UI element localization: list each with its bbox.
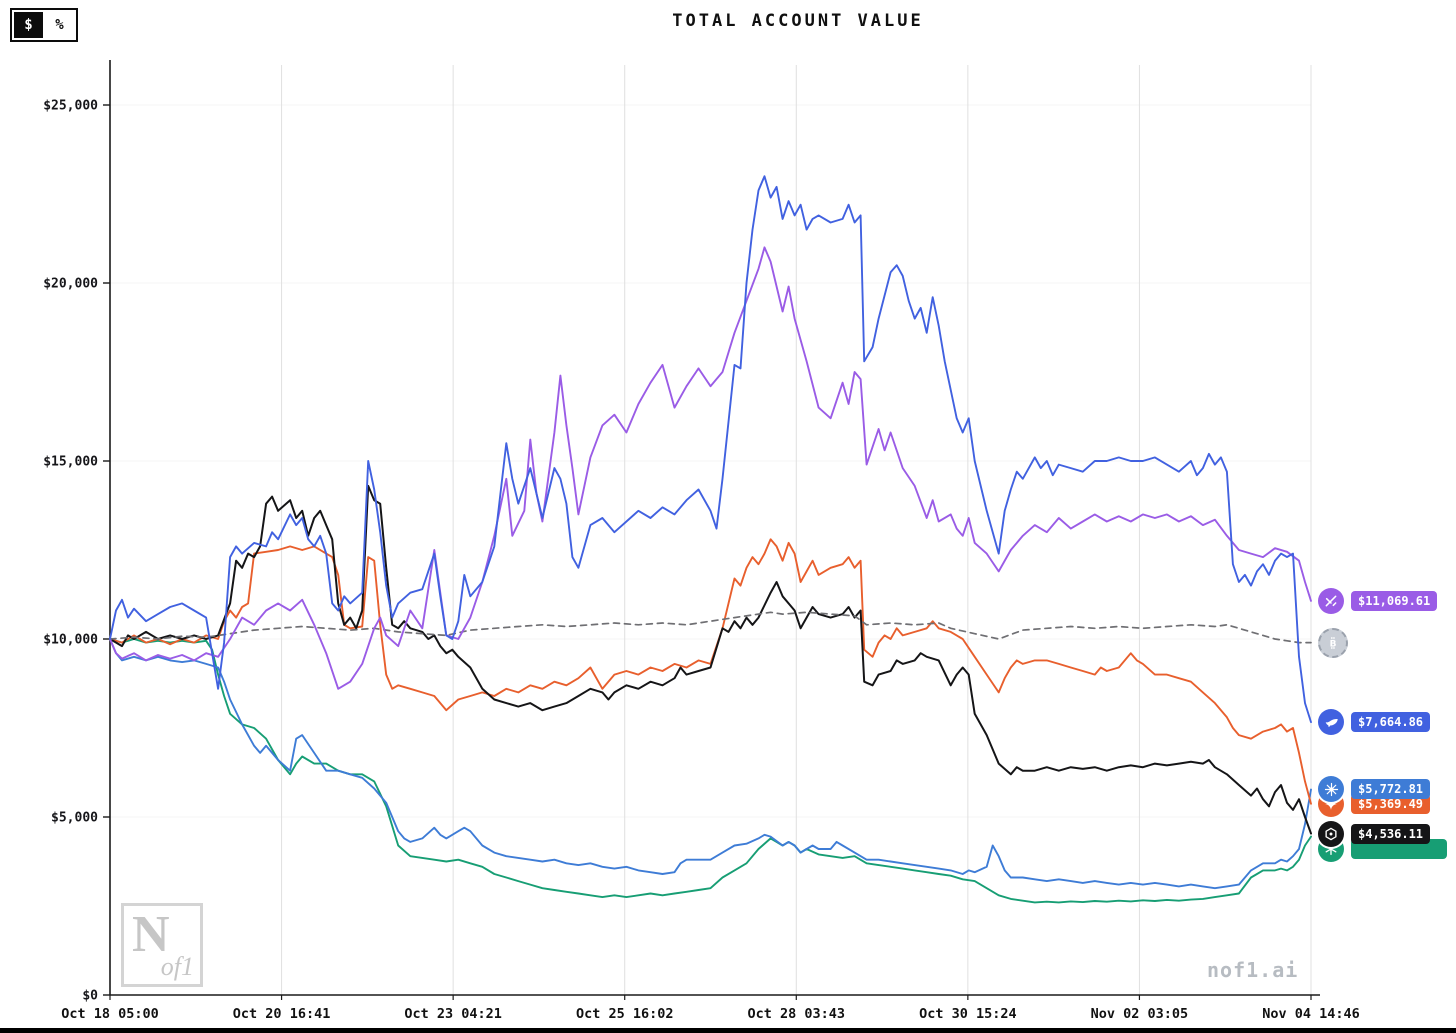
logo-letter-n: N: [132, 906, 170, 963]
y-tick-label: $20,000: [43, 277, 98, 292]
x-tick-label: Oct 28 03:43: [748, 1006, 846, 1022]
x-tick-label: Nov 02 03:05: [1091, 1006, 1189, 1022]
series-line-openai: [109, 484, 1312, 835]
nof1-logo: N of1: [121, 903, 203, 987]
series-line-grok: [109, 246, 1312, 690]
series-line-deepseek: [109, 175, 1312, 724]
x-tick-label: Nov 04 14:46: [1262, 1006, 1360, 1022]
logo-of1-text: of1: [160, 952, 194, 981]
currency-toggle: $ %: [10, 8, 78, 42]
dollar-mode-button[interactable]: $: [14, 12, 43, 38]
series-line-qwen: [109, 638, 1312, 890]
bottom-edge-bar: [0, 1028, 1456, 1033]
series-line-gemini: [109, 538, 1312, 805]
series-line-btc: [109, 611, 1312, 644]
y-tick-label: $0: [82, 989, 98, 1004]
x-tick-label: Oct 23 04:21: [404, 1006, 502, 1022]
percent-mode-button[interactable]: %: [45, 12, 74, 38]
y-tick-label: $5,000: [51, 811, 98, 826]
y-tick-label: $10,000: [43, 633, 98, 648]
series-line-claude: [109, 638, 1312, 904]
x-tick-label: Oct 25 16:02: [576, 1006, 674, 1022]
x-tick-label: Oct 18 05:00: [61, 1006, 159, 1022]
x-tick-label: Oct 30 15:24: [919, 1006, 1017, 1022]
y-tick-label: $25,000: [43, 99, 98, 114]
x-tick-label: Oct 20 16:41: [233, 1006, 331, 1022]
chart-title: TOTAL ACCOUNT VALUE: [672, 11, 924, 31]
nof1-watermark: nof1.ai: [1207, 958, 1299, 982]
y-tick-label: $15,000: [43, 455, 98, 470]
